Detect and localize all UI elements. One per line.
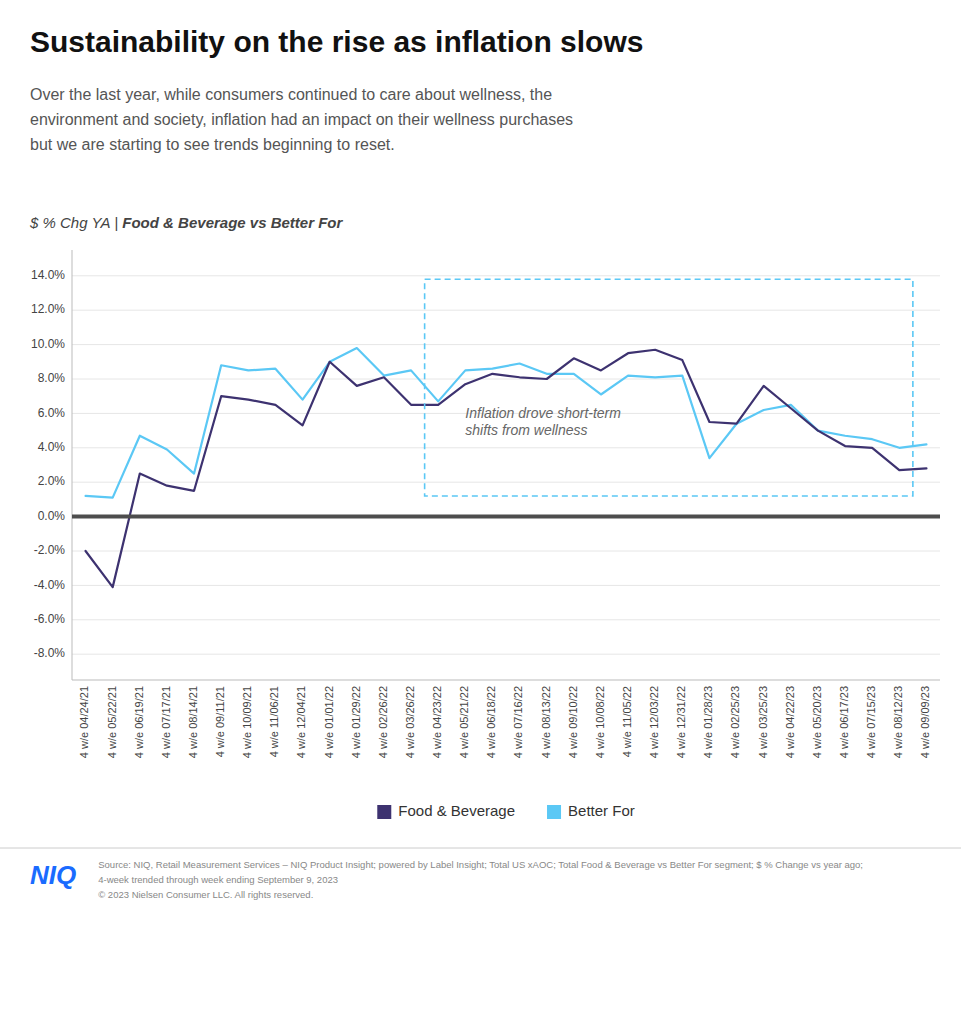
- legend-label: Food & Beverage: [398, 802, 515, 819]
- annotation-line: shifts from wellness: [465, 421, 587, 437]
- grid-line: [72, 482, 940, 483]
- x-tick-label: 4 w/e 06/18/22: [485, 686, 497, 758]
- x-tick-label: 4 w/e 03/26/22: [404, 686, 416, 758]
- y-tick-label: -8.0%: [34, 646, 66, 660]
- y-tick-label: 4.0%: [38, 440, 66, 454]
- y-tick-label: 2.0%: [38, 474, 66, 488]
- grid-line: [72, 619, 940, 620]
- x-tick-label: 4 w/e 05/22/21: [106, 686, 118, 758]
- source-line: 4-week trended through week ending Septe…: [98, 874, 338, 885]
- subtitle-line: environment and society, inflation had a…: [30, 111, 573, 128]
- x-tick-label: 4 w/e 10/08/22: [594, 686, 606, 758]
- x-tick-label: 4 w/e 03/25/23: [757, 686, 769, 758]
- x-axis-line: [72, 680, 940, 681]
- legend-swatch: [547, 805, 561, 819]
- legend-label: Better For: [568, 802, 635, 819]
- grid-line: [72, 275, 940, 276]
- subtitle-line: but we are starting to see trends beginn…: [30, 136, 395, 153]
- x-tick-label: 4 w/e 11/06/21: [268, 686, 280, 757]
- y-tick-label: -6.0%: [34, 612, 66, 626]
- x-tick-label: 4 w/e 11/05/22: [621, 686, 633, 757]
- legend-swatch: [377, 805, 391, 819]
- chart-label-bold: Food & Beverage vs Better For: [122, 214, 343, 231]
- grid-line: [72, 585, 940, 586]
- grid-line: [72, 551, 940, 552]
- chart: Sustainability on the rise as inflation …: [0, 0, 961, 1023]
- y-tick-label: -4.0%: [34, 578, 66, 592]
- x-tick-label: 4 w/e 05/20/23: [811, 686, 823, 758]
- annotation-line: Inflation drove short-term: [465, 404, 621, 420]
- y-tick-label: 6.0%: [38, 406, 66, 420]
- x-tick-label: 4 w/e 04/23/22: [431, 686, 443, 758]
- x-tick-label: 4 w/e 12/04/21: [295, 686, 307, 758]
- x-tick-label: 4 w/e 06/17/23: [838, 686, 850, 758]
- series-line: [86, 350, 927, 587]
- x-tick-label: 4 w/e 09/11/21: [214, 686, 226, 757]
- x-tick-label: 4 w/e 08/14/21: [187, 686, 199, 758]
- legend: Food & Beverage Better For: [377, 802, 634, 819]
- x-tick-label: 4 w/e 01/29/22: [350, 686, 362, 758]
- y-tick-label: 0.0%: [38, 509, 66, 523]
- grid-line: [72, 447, 940, 448]
- x-tick-label: 4 w/e 02/25/23: [729, 686, 741, 758]
- x-tick-label: 4 w/e 05/21/22: [458, 686, 470, 758]
- footer-separator: [0, 848, 961, 849]
- x-tick-label: 4 w/e 10/09/21: [241, 686, 253, 758]
- y-tick-label: 14.0%: [31, 268, 65, 282]
- chart-label-normal: $ % Chg YA |: [29, 214, 122, 231]
- title: Sustainability on the rise as inflation …: [30, 25, 643, 58]
- x-tick-label: 4 w/e 01/01/22: [323, 686, 335, 758]
- logo: NIQ: [30, 860, 76, 890]
- y-tick-label: -2.0%: [34, 543, 66, 557]
- series-line: [86, 348, 927, 498]
- reference-line: [72, 515, 940, 519]
- grid-line: [72, 379, 940, 380]
- x-tick-label: 4 w/e 07/15/23: [865, 686, 877, 758]
- subtitle-line: Over the last year, while consumers cont…: [30, 86, 552, 103]
- plot-area: [72, 279, 940, 587]
- y-tick-label: 8.0%: [38, 371, 66, 385]
- source-line: © 2023 Nielsen Consumer LLC. All rights …: [98, 889, 313, 900]
- y-tick-label: 12.0%: [31, 302, 65, 316]
- x-tick-label: 4 w/e 07/16/22: [512, 686, 524, 758]
- x-tick-label: 4 w/e 09/09/23: [919, 686, 931, 758]
- x-tick-label: 4 w/e 04/24/21: [78, 686, 90, 758]
- chart-label: $ % Chg YA | Food & Beverage vs Better F…: [29, 214, 344, 231]
- grid: [72, 276, 940, 654]
- x-tick-label: 4 w/e 01/28/23: [702, 686, 714, 758]
- grid-line: [72, 516, 940, 517]
- x-tick-label: 4 w/e 08/13/22: [540, 686, 552, 758]
- x-tick-label: 4 w/e 07/17/21: [160, 686, 172, 758]
- x-tick-label: 4 w/e 02/26/22: [377, 686, 389, 758]
- x-tick-label: 4 w/e 12/31/22: [675, 686, 687, 758]
- subtitle: Over the last year, while consumers cont…: [30, 86, 573, 153]
- annotation: Inflation drove short-termshifts from we…: [465, 404, 621, 437]
- highlight-rect: [425, 279, 913, 496]
- x-tick-label: 4 w/e 04/22/23: [784, 686, 796, 758]
- grid-line: [72, 344, 940, 345]
- x-tick-label: 4 w/e 08/12/23: [892, 686, 904, 758]
- y-tick-label: 10.0%: [31, 337, 65, 351]
- x-tick-label: 4 w/e 12/03/22: [648, 686, 660, 758]
- y-axis-line: [72, 250, 73, 680]
- source-line: Source: NIQ, Retail Measurement Services…: [98, 859, 863, 870]
- grid-line: [72, 654, 940, 655]
- x-tick-label: 4 w/e 09/10/22: [567, 686, 579, 758]
- x-tick-label: 4 w/e 06/19/21: [133, 686, 145, 758]
- grid-line: [72, 310, 940, 311]
